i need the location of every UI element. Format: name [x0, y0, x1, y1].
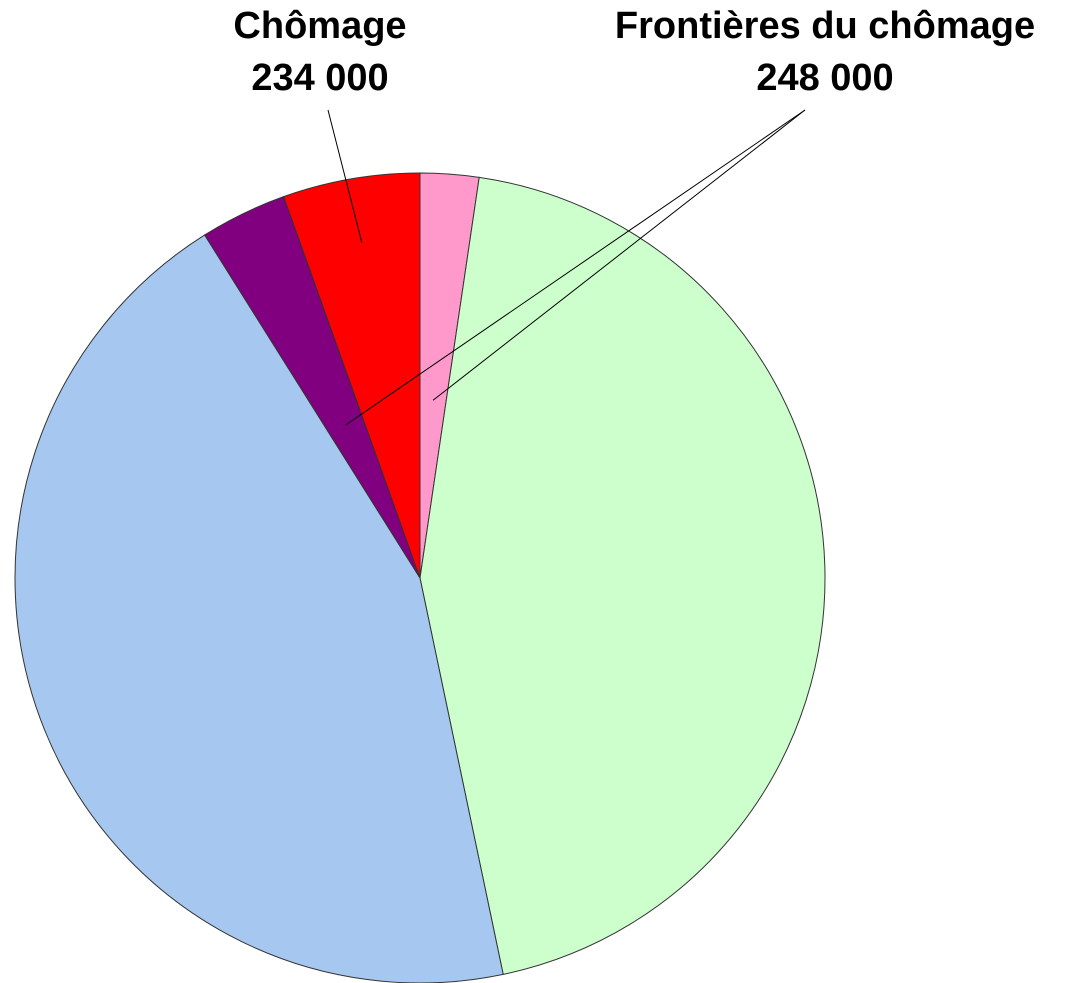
leader-line: [327, 109, 363, 243]
pie-slice: [283, 172, 421, 579]
value-label: 234 000: [251, 57, 388, 99]
annotation-text: Frontières du chômage: [615, 5, 1035, 47]
leader-line: [345, 109, 806, 426]
pie-slice: [419, 176, 826, 975]
leader-line: [432, 109, 806, 401]
slice-label: Chômage: [233, 5, 406, 47]
pie-slice: [14, 234, 504, 983]
annotation-label: 248 000: [756, 57, 893, 99]
